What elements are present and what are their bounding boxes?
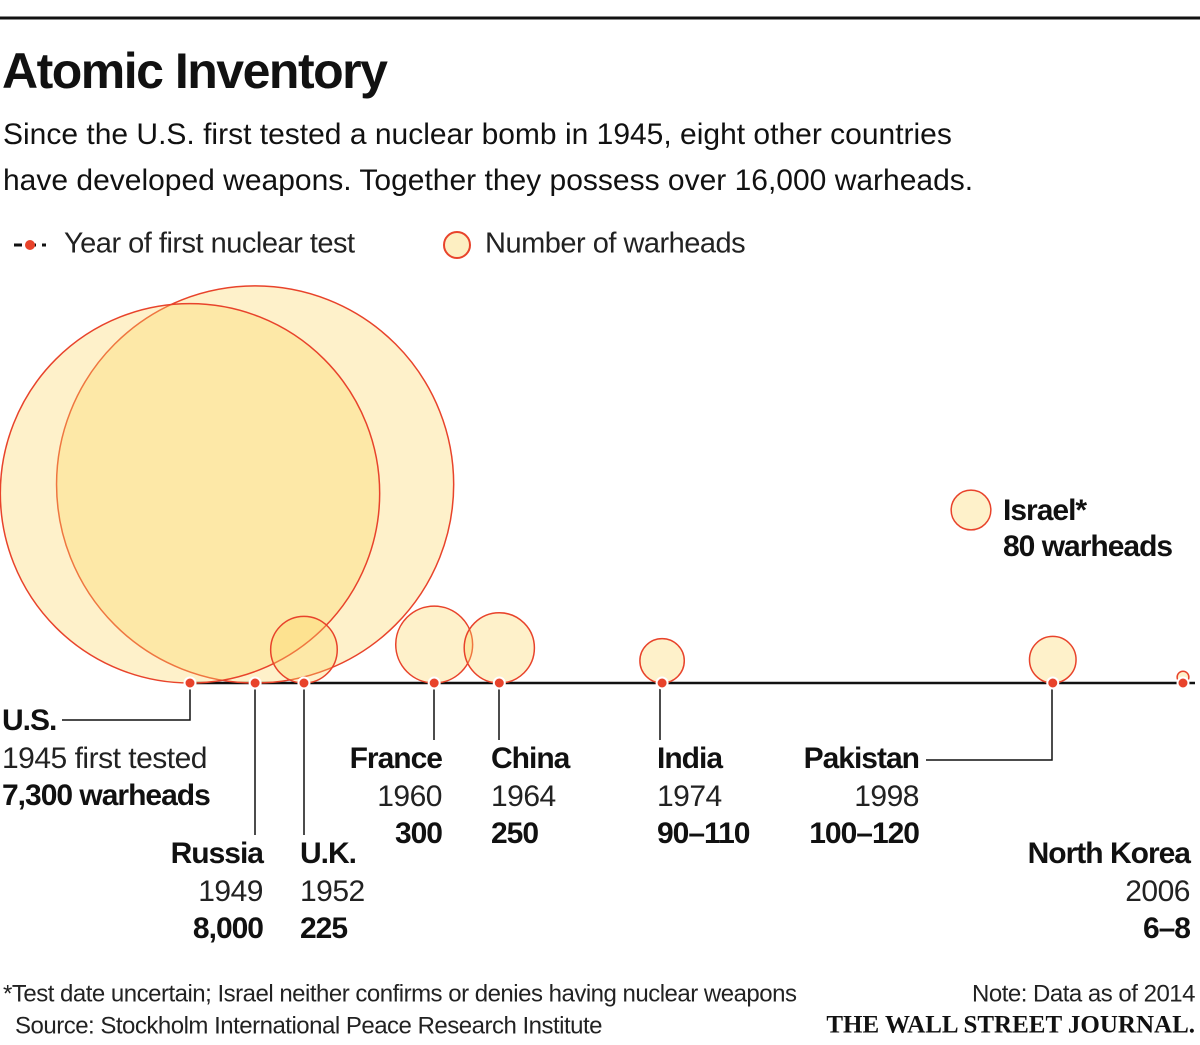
warheads-label: 8,000 [193, 912, 263, 945]
country-name: U.S. [2, 704, 56, 737]
legend-label: Year of first nuclear test [64, 228, 355, 260]
warheads-label: 225 [300, 912, 347, 945]
footnote: *Test date uncertain; Israel neither con… [3, 980, 797, 1007]
year-label: 1960 [377, 780, 442, 813]
country-name: North Korea [1028, 837, 1192, 870]
warheads-label: 7,300 warheads [2, 779, 210, 812]
subtitle: Since the U.S. first tested a nuclear bo… [3, 118, 952, 151]
country-name: China [491, 742, 571, 775]
source: Source: Stockholm International Peace Re… [15, 1012, 602, 1039]
warheads-label: 100–120 [809, 817, 919, 850]
bubble [639, 637, 686, 684]
year-dot [1046, 676, 1060, 690]
country-name: India [657, 742, 723, 775]
bubble [950, 489, 992, 531]
country-name: Israel* [1003, 494, 1087, 527]
legend-dot [25, 240, 35, 250]
note: Note: Data as of 2014 [972, 980, 1195, 1007]
warheads-label: 80 warheads [1003, 530, 1172, 563]
country-name: Russia [171, 837, 265, 870]
warheads-label: 300 [395, 817, 442, 850]
year-dot [492, 676, 506, 690]
year-dot [297, 676, 311, 690]
bubble [394, 605, 474, 684]
warheads-label: 250 [491, 817, 538, 850]
warheads-label: 6–8 [1143, 912, 1190, 945]
chart-title: Atomic Inventory [2, 43, 388, 99]
legend-bubble [443, 231, 471, 259]
year-label: 1949 [198, 875, 263, 908]
year-dot [183, 676, 197, 690]
subtitle: have developed weapons. Together they po… [3, 164, 973, 197]
year-label: 1964 [491, 780, 556, 813]
year-label: 1998 [854, 780, 919, 813]
leader-line [926, 683, 1053, 761]
legend: Year of first nuclear test Number of war… [14, 228, 746, 260]
bubble [269, 615, 339, 684]
year-dot [248, 676, 262, 690]
bubble [1028, 635, 1077, 684]
year-label: 2006 [1125, 875, 1190, 908]
legend-label: Number of warheads [485, 228, 745, 260]
credit: THE WALL STREET JOURNAL. [826, 1012, 1195, 1039]
year-dot [655, 676, 669, 690]
warheads-label: 90–110 [657, 817, 750, 850]
leader-line [62, 683, 191, 721]
country-name: France [350, 742, 443, 775]
country-name: Pakistan [804, 742, 919, 775]
year-label: 1952 [300, 875, 365, 908]
bubble [463, 612, 536, 684]
year-label: 1945 first tested [2, 742, 207, 775]
year-label: 1974 [657, 780, 722, 813]
plot: U.S. 1945 first tested 7,300 warheads Russi… [0, 285, 1195, 945]
year-dot [1176, 676, 1190, 690]
year-dot [427, 676, 441, 690]
country-name: U.K. [300, 837, 356, 870]
